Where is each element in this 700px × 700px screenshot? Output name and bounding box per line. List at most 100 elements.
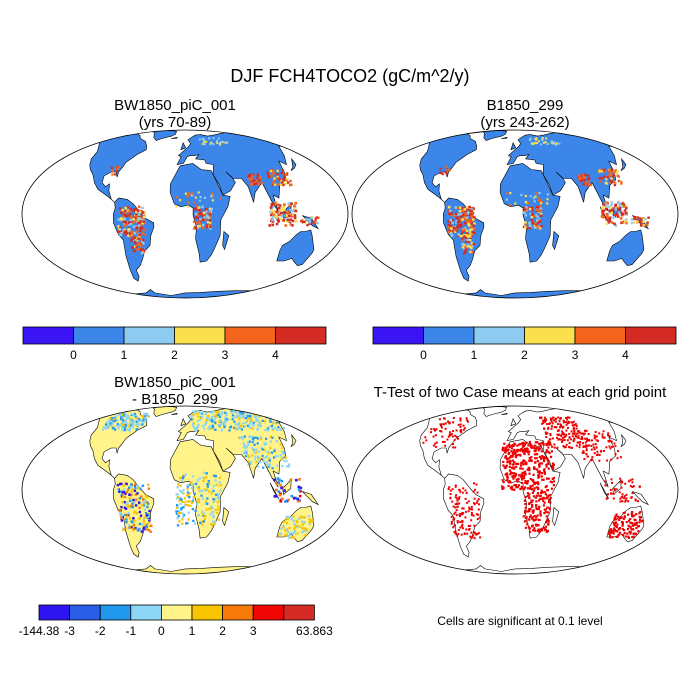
grid-cell (188, 191, 191, 195)
landmass-11 (302, 491, 320, 506)
grid-cell (220, 423, 223, 426)
grid-cell (510, 447, 513, 450)
grid-cell (203, 471, 206, 474)
grid-cell (618, 518, 621, 521)
grid-cell (194, 429, 197, 432)
grid-cell (537, 449, 540, 452)
grid-cell (637, 530, 640, 533)
grid-cell (619, 204, 622, 207)
grid-cell (566, 422, 569, 425)
grid-cell (545, 521, 548, 524)
grid-cell (119, 217, 123, 220)
grid-cell (542, 504, 545, 507)
grid-cell (238, 418, 241, 421)
grid-cell (545, 432, 548, 435)
grid-cell (280, 497, 284, 500)
grid-cell (534, 137, 537, 140)
grid-cell (562, 432, 565, 434)
grid-cell (552, 480, 556, 483)
grid-cell (135, 216, 138, 219)
grid-cell (208, 426, 211, 429)
grid-cell (478, 516, 481, 519)
grid-cell (510, 444, 513, 447)
grid-cell (271, 169, 275, 173)
grid-cell (538, 505, 541, 508)
grid-cell (441, 440, 444, 443)
grid-cell (528, 510, 531, 513)
grid-cell (582, 450, 585, 453)
grid-cell (113, 418, 117, 421)
grid-cell (126, 504, 129, 507)
grid-cell (315, 216, 319, 219)
grid-cell (242, 422, 245, 425)
grid-cell (562, 439, 564, 442)
grid-cell (136, 422, 139, 426)
grid-cell (279, 443, 282, 446)
grid-cell (618, 491, 621, 494)
grid-cell (235, 411, 239, 414)
grid-cell (203, 424, 206, 427)
grid-cell (283, 203, 286, 206)
grid-cell (225, 141, 228, 144)
grid-cell (249, 422, 252, 425)
grid-cell (136, 492, 139, 495)
grid-cell (181, 477, 184, 480)
grid-cell (224, 420, 227, 423)
grid-cell (506, 461, 509, 464)
grid-cell (612, 180, 616, 184)
grid-cell (586, 455, 589, 458)
grid-cell (449, 493, 452, 495)
grid-cell (277, 426, 280, 429)
grid-cell (125, 491, 129, 494)
grid-cell (473, 502, 475, 505)
grid-cell (538, 455, 541, 458)
grid-cell (233, 420, 236, 423)
grid-cell (292, 536, 295, 539)
grid-cell (430, 428, 433, 431)
grid-cell (464, 209, 467, 213)
grid-cell (299, 516, 303, 519)
grid-cell (447, 420, 450, 423)
grid-cell (537, 518, 540, 521)
grid-cell (287, 498, 290, 502)
grid-cell (508, 480, 511, 483)
grid-cell (459, 215, 462, 218)
grid-cell (256, 173, 259, 176)
grid-cell (565, 417, 568, 419)
grid-cell (532, 495, 536, 498)
colorbar-difference: -144.38 -3 -2 -1 0 1 2 3 63.863 (19, 604, 333, 638)
grid-cell (472, 243, 475, 246)
grid-cell (476, 518, 479, 520)
grid-cell (130, 233, 133, 237)
grid-cell (133, 236, 137, 239)
grid-cell (545, 477, 549, 480)
grid-cell (201, 513, 205, 516)
grid-cell (277, 490, 281, 493)
grid-cell (114, 428, 117, 431)
grid-cell (255, 448, 258, 451)
grid-cell (619, 497, 622, 500)
grid-cell (507, 484, 510, 488)
grid-cell (280, 486, 283, 490)
grid-cell (229, 426, 232, 429)
grid-cell (239, 416, 242, 419)
colorbar-swatch-5 (275, 326, 327, 345)
grid-cell (145, 525, 148, 528)
grid-cell (550, 450, 554, 453)
grid-cell (521, 461, 524, 464)
landmass-9 (620, 433, 627, 447)
grid-cell (271, 205, 275, 209)
grid-cell (472, 490, 475, 493)
grid-cell (127, 505, 130, 508)
grid-cell (105, 421, 109, 424)
grid-cell (563, 421, 566, 424)
grid-cell (457, 423, 460, 426)
grid-cell (219, 415, 222, 418)
grid-cell (114, 419, 117, 422)
grid-cell (519, 454, 522, 457)
grid-cell (456, 534, 459, 537)
grid-cell (139, 514, 143, 517)
colorbar-tick-label: 2 (219, 624, 226, 638)
grid-cell (528, 472, 531, 475)
